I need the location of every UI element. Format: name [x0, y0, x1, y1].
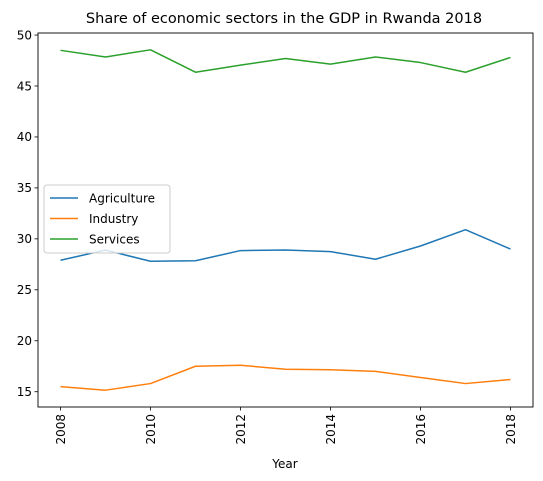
y-tick-label: 25 — [17, 283, 32, 297]
legend-label: Services — [89, 232, 140, 246]
legend-box — [43, 184, 171, 254]
y-axis: 15 20 25 30 35 40 45 50 — [17, 28, 38, 399]
y-tick-label: 15 — [17, 385, 32, 399]
plot-area — [37, 32, 534, 408]
x-tick-label: 2008 — [54, 414, 68, 445]
series-lines — [60, 49, 511, 391]
y-tick-label: 40 — [17, 130, 32, 144]
x-tick-label: 2018 — [504, 414, 518, 445]
x-tick-label: 2012 — [234, 414, 248, 445]
y-tick-label: 35 — [17, 181, 32, 195]
y-tick-label: 45 — [17, 79, 32, 93]
series-line-services — [60, 49, 511, 73]
x-axis: 2008 2010 2012 2014 2016 2018 — [54, 407, 518, 445]
legend: Agriculture Industry Services — [43, 184, 171, 254]
y-tick-label: 50 — [17, 28, 32, 42]
x-axis-label: Year — [271, 457, 297, 471]
series-line-industry — [60, 364, 511, 391]
series-line-agriculture — [60, 228, 511, 263]
y-tick-label: 30 — [17, 232, 32, 246]
x-tick-label: 2014 — [324, 414, 338, 445]
y-tick-label: 20 — [17, 334, 32, 348]
legend-label: Agriculture — [89, 191, 155, 205]
x-tick-label: 2010 — [144, 414, 158, 445]
chart-title: Share of economic sectors in the GDP in … — [86, 11, 482, 27]
x-tick-label: 2016 — [414, 414, 428, 445]
legend-label: Industry — [89, 212, 138, 226]
